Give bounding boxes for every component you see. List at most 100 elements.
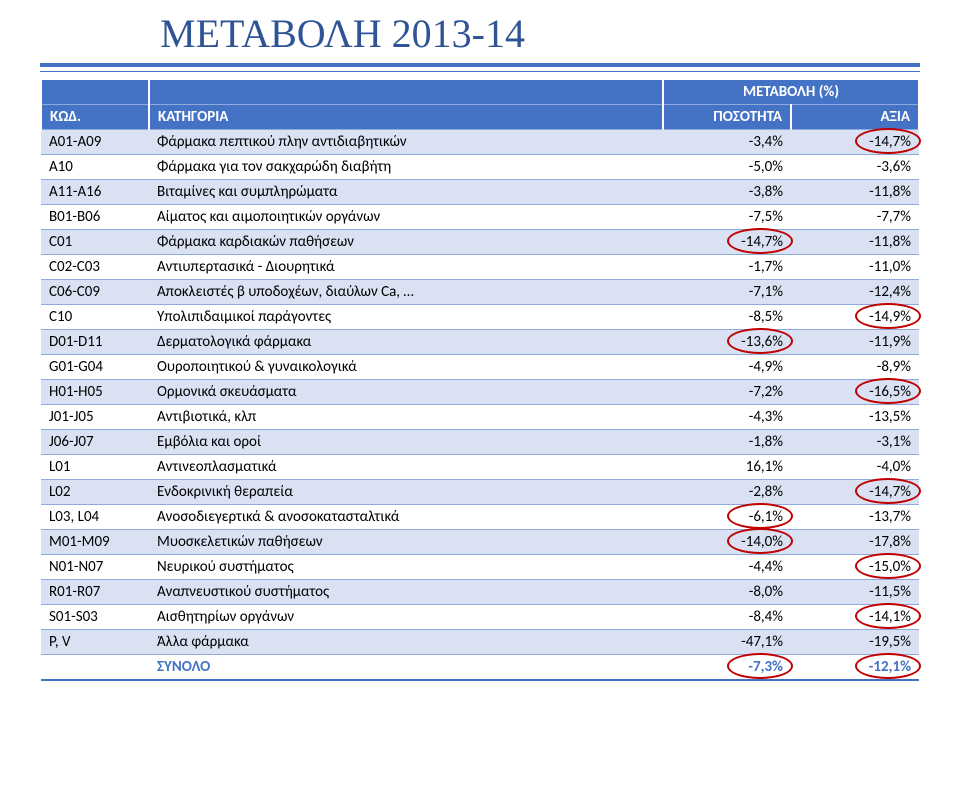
cell-qty: -8,4% [663,605,791,630]
table-container: ΜΕΤΑΒΟΛΗ (%) ΚΩΔ. ΚΑΤΗΓΟΡΙΑ ΠΟΣΟΤΗΤΑ ΑΞΙ… [0,80,960,681]
cell-category: Αντινεοπλασματικά [149,455,663,480]
cell-code: M01-M09 [41,530,149,555]
cell-qty: -1,7% [663,255,791,280]
cell-value: -13,7% [791,505,919,530]
cell-category: Φάρμακα για τον σακχαρώδη διαβήτη [149,155,663,180]
cell-value: -19,5% [791,630,919,655]
cell-value: -11,0% [791,255,919,280]
cell-code: P, V [41,630,149,655]
table-row: A11-A16Βιταμίνες και συμπληρώματα-3,8%-1… [41,180,919,205]
cell-qty: -7,2% [663,380,791,405]
cell-code: L02 [41,480,149,505]
header-blank-1 [41,80,149,105]
table-row: J06-J07Εμβόλια και οροί-1,8%-3,1% [41,430,919,455]
table-row: L02Ενδοκρινική θεραπεία-2,8%-14,7% [41,480,919,505]
cell-value: -16,5% [791,380,919,405]
cell-code: H01-H05 [41,380,149,405]
cell-code: S01-S03 [41,605,149,630]
cell-value: -12,4% [791,280,919,305]
cell-value: -4,0% [791,455,919,480]
table-row: P, VΆλλα φάρμακα-47,1%-19,5% [41,630,919,655]
cell-category: Ορμονικά σκευάσματα [149,380,663,405]
header-code: ΚΩΔ. [41,105,149,130]
cell-qty: -5,0% [663,155,791,180]
cell-value: -7,7% [791,205,919,230]
cell-code: R01-R07 [41,580,149,605]
table-row: C02-C03Αντιυπερτασικά - Διουρητικά-1,7%-… [41,255,919,280]
cell-qty: -7,5% [663,205,791,230]
cell-category: Βιταμίνες και συμπληρώματα [149,180,663,205]
cell-qty: 16,1% [663,455,791,480]
cell-category: Φάρμακα πεπτικού πλην αντιδιαβητικών [149,130,663,155]
cell-qty: -7,3% [663,655,791,681]
cell-value: -3,6% [791,155,919,180]
table-row: S01-S03Αισθητηρίων οργάνων-8,4%-14,1% [41,605,919,630]
cell-code: A01-A09 [41,130,149,155]
cell-category: Αίματος και αιμοποιητικών οργάνων [149,205,663,230]
table-row: C01Φάρμακα καρδιακών παθήσεων-14,7%-11,8… [41,230,919,255]
cell-qty: -6,1% [663,505,791,530]
header-blank-2 [149,80,663,105]
cell-code: L03, L04 [41,505,149,530]
cell-category: Δερματολογικά φάρμακα [149,330,663,355]
cell-qty: -8,5% [663,305,791,330]
cell-value: -15,0% [791,555,919,580]
cell-category: Αντιυπερτασικά - Διουρητικά [149,255,663,280]
cell-qty: -8,0% [663,580,791,605]
cell-value: -14,9% [791,305,919,330]
cell-code: N01-N07 [41,555,149,580]
cell-category: Μυοσκελετικών παθήσεων [149,530,663,555]
header-category: ΚΑΤΗΓΟΡΙΑ [149,105,663,130]
cell-value: -14,7% [791,130,919,155]
table-row: B01-B06Αίματος και αιμοποιητικών οργάνων… [41,205,919,230]
cell-qty: -2,8% [663,480,791,505]
cell-category: Άλλα φάρμακα [149,630,663,655]
table-total-row: ΣΥΝΟΛΟ-7,3%-12,1% [41,655,919,681]
header-qty: ΠΟΣΟΤΗΤΑ [663,105,791,130]
cell-category: Εμβόλια και οροί [149,430,663,455]
cell-category: Ενδοκρινική θεραπεία [149,480,663,505]
cell-category: Φάρμακα καρδιακών παθήσεων [149,230,663,255]
divider-thick [40,63,920,67]
cell-category: ΣΥΝΟΛΟ [149,655,663,681]
table-row: C10Υπολιπιδαιμικοί παράγοντες-8,5%-14,9% [41,305,919,330]
cell-category: Ανοσοδιεγερτικά & ανοσοκατασταλτικά [149,505,663,530]
header-metaboli: ΜΕΤΑΒΟΛΗ (%) [663,80,919,105]
table-row: A01-A09Φάρμακα πεπτικού πλην αντιδιαβητι… [41,130,919,155]
cell-category: Νευρικού συστήματος [149,555,663,580]
table-row: D01-D11Δερματολογικά φάρμακα-13,6%-11,9% [41,330,919,355]
table-row: L03, L04Ανοσοδιεγερτικά & ανοσοκατασταλτ… [41,505,919,530]
cell-value: -14,1% [791,605,919,630]
cell-code: C02-C03 [41,255,149,280]
cell-value: -11,5% [791,580,919,605]
cell-qty: -14,7% [663,230,791,255]
cell-code: C06-C09 [41,280,149,305]
page-title: ΜΕΤΑΒΟΛΗ 2013-14 [0,0,960,63]
cell-value: -11,9% [791,330,919,355]
cell-value: -17,8% [791,530,919,555]
cell-category: Αποκλειστές β υποδοχέων, διαύλων Ca, … [149,280,663,305]
header-value: ΑΞΙΑ [791,105,919,130]
cell-category: Αναπνευστικού συστήματος [149,580,663,605]
table-row: C06-C09Αποκλειστές β υποδοχέων, διαύλων … [41,280,919,305]
table-row: H01-H05Ορμονικά σκευάσματα-7,2%-16,5% [41,380,919,405]
table-row: G01-G04Ουροποιητικού & γυναικολογικά-4,9… [41,355,919,380]
cell-value: -11,8% [791,230,919,255]
cell-value: -14,7% [791,480,919,505]
table-row: M01-M09Μυοσκελετικών παθήσεων-14,0%-17,8… [41,530,919,555]
cell-value: -3,1% [791,430,919,455]
table-row: N01-N07Νευρικού συστήματος-4,4%-15,0% [41,555,919,580]
cell-qty: -3,8% [663,180,791,205]
cell-code: D01-D11 [41,330,149,355]
table-header-row: ΚΩΔ. ΚΑΤΗΓΟΡΙΑ ΠΟΣΟΤΗΤΑ ΑΞΙΑ [41,105,919,130]
cell-qty: -4,9% [663,355,791,380]
cell-value: -12,1% [791,655,919,681]
table-row: L01Αντινεοπλασματικά16,1%-4,0% [41,455,919,480]
cell-qty: -4,3% [663,405,791,430]
cell-category: Υπολιπιδαιμικοί παράγοντες [149,305,663,330]
cell-qty: -3,4% [663,130,791,155]
cell-code: J06-J07 [41,430,149,455]
cell-category: Αισθητηρίων οργάνων [149,605,663,630]
cell-code: C10 [41,305,149,330]
cell-qty: -14,0% [663,530,791,555]
